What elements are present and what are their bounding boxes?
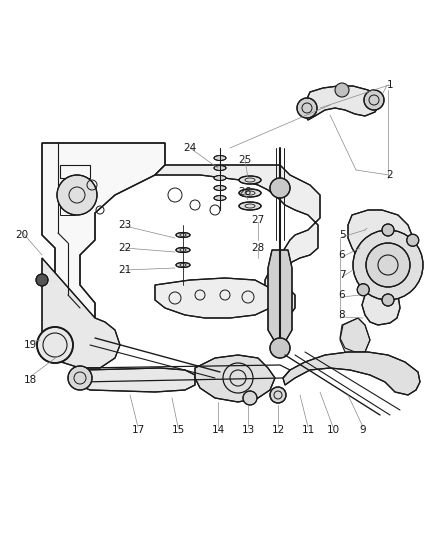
Polygon shape <box>348 210 413 325</box>
Text: 26: 26 <box>238 187 251 197</box>
Polygon shape <box>42 258 120 368</box>
Ellipse shape <box>214 175 226 181</box>
Circle shape <box>270 387 286 403</box>
Polygon shape <box>75 368 195 392</box>
Circle shape <box>407 234 419 246</box>
Text: 25: 25 <box>238 155 251 165</box>
Polygon shape <box>155 165 320 315</box>
Ellipse shape <box>176 262 190 268</box>
Circle shape <box>382 224 394 236</box>
Text: 18: 18 <box>23 375 37 385</box>
Text: 27: 27 <box>251 215 265 225</box>
Ellipse shape <box>214 196 226 200</box>
Text: 17: 17 <box>131 425 145 435</box>
Text: 2: 2 <box>387 170 393 180</box>
Circle shape <box>335 83 349 97</box>
Text: 12: 12 <box>272 425 285 435</box>
Text: 1: 1 <box>387 80 393 90</box>
Polygon shape <box>155 278 270 318</box>
Text: 8: 8 <box>339 310 345 320</box>
Ellipse shape <box>239 189 261 197</box>
Circle shape <box>353 230 423 300</box>
Ellipse shape <box>214 166 226 171</box>
Circle shape <box>364 90 384 110</box>
Text: 6: 6 <box>339 250 345 260</box>
Text: 19: 19 <box>23 340 37 350</box>
Circle shape <box>270 178 290 198</box>
Circle shape <box>382 294 394 306</box>
Text: 21: 21 <box>118 265 132 275</box>
Text: 15: 15 <box>171 425 185 435</box>
Circle shape <box>37 327 73 363</box>
Text: 7: 7 <box>339 270 345 280</box>
Ellipse shape <box>214 185 226 190</box>
Ellipse shape <box>239 176 261 184</box>
Text: 11: 11 <box>301 425 314 435</box>
Circle shape <box>68 366 92 390</box>
Text: 9: 9 <box>360 425 366 435</box>
Ellipse shape <box>176 232 190 238</box>
Circle shape <box>57 175 97 215</box>
Ellipse shape <box>176 247 190 253</box>
Polygon shape <box>42 143 165 318</box>
Text: 5: 5 <box>339 230 345 240</box>
Polygon shape <box>283 352 420 395</box>
Text: 28: 28 <box>251 243 265 253</box>
Ellipse shape <box>239 202 261 210</box>
Text: 23: 23 <box>118 220 132 230</box>
Circle shape <box>297 98 317 118</box>
Circle shape <box>357 284 369 296</box>
Circle shape <box>366 243 410 287</box>
Text: 10: 10 <box>326 425 339 435</box>
Polygon shape <box>340 318 370 355</box>
Polygon shape <box>268 250 292 342</box>
Text: 13: 13 <box>241 425 254 435</box>
Text: 22: 22 <box>118 243 132 253</box>
Polygon shape <box>195 355 275 402</box>
Circle shape <box>243 391 257 405</box>
Text: 20: 20 <box>15 230 28 240</box>
Circle shape <box>36 274 48 286</box>
Polygon shape <box>304 86 380 120</box>
Ellipse shape <box>214 156 226 160</box>
Text: 24: 24 <box>184 143 197 153</box>
Circle shape <box>270 338 290 358</box>
Text: 14: 14 <box>212 425 225 435</box>
Text: 6: 6 <box>339 290 345 300</box>
